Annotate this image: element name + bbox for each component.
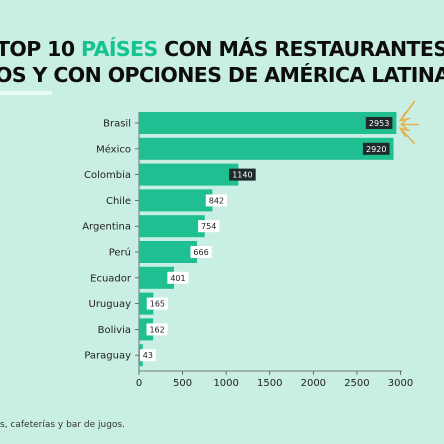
data-label-box [140,349,156,362]
y-category-label: Paraguay [84,351,131,362]
data-label: 43 [143,351,153,360]
data-label-box [146,323,168,336]
bar [139,137,394,160]
y-category-label: Argentina [82,222,131,233]
bar [139,189,213,212]
x-tick-label: 1500 [257,378,282,389]
chart-title: TOP 10 PAÍSES CON MÁS RESTAURANTES IOS Y… [0,36,444,88]
x-tick-label: 500 [173,378,192,389]
data-label-box [167,271,189,284]
bar [139,266,174,289]
y-category-label: Perú [109,247,131,259]
data-label-box [198,220,220,233]
footnote: s, cafeterías y bar de jugos. [0,420,125,430]
data-label: 2920 [366,145,386,154]
chart-title-line-1: TOP 10 PAÍSES CON MÁS RESTAURANTES [0,36,444,62]
bar [139,112,397,134]
x-tick-label: 3000 [388,378,413,389]
x-tick-label: 2000 [301,378,326,389]
chart-title-line-2: IOS Y CON OPCIONES DE AMÉRICA LATINA [0,63,444,87]
y-category-label: Chile [106,196,131,207]
bar [139,215,205,238]
data-label: 1140 [232,171,252,180]
highlight-arrowhead-icon [400,118,408,130]
title-prefix: TOP 10 [0,37,82,61]
y-category-label: Bolivia [98,325,131,336]
data-label: 666 [193,248,208,257]
y-category-label: Colombia [84,170,131,181]
data-label: 754 [201,222,216,231]
x-tick-label: 2500 [344,378,369,389]
title-suffix: CON MÁS RESTAURANTES [157,37,444,61]
data-label-box [190,246,212,258]
x-tick-label: 0 [136,378,142,389]
data-label: 842 [209,196,224,205]
data-label: 401 [170,274,185,283]
y-category-label: Ecuador [90,273,132,284]
y-category-label: Uruguay [89,299,132,310]
data-label: 165 [150,300,165,309]
bar [139,163,239,186]
data-label: 2953 [369,119,389,128]
highlight-arrowhead-icon [398,111,411,122]
data-label-box [146,297,168,310]
x-tick-label: 1000 [213,378,238,389]
highlight-arrowhead-icon [398,127,411,138]
data-label-box [362,142,390,155]
y-category-label: México [96,143,131,155]
y-category-label: Brasil [103,119,131,130]
data-label-box [365,117,393,129]
title-underline-decoration [0,91,52,95]
bar [139,241,198,263]
data-label-box [205,194,227,207]
title-accent: PAÍSES [81,37,158,61]
data-label-box [229,168,256,181]
data-label: 162 [149,325,164,334]
